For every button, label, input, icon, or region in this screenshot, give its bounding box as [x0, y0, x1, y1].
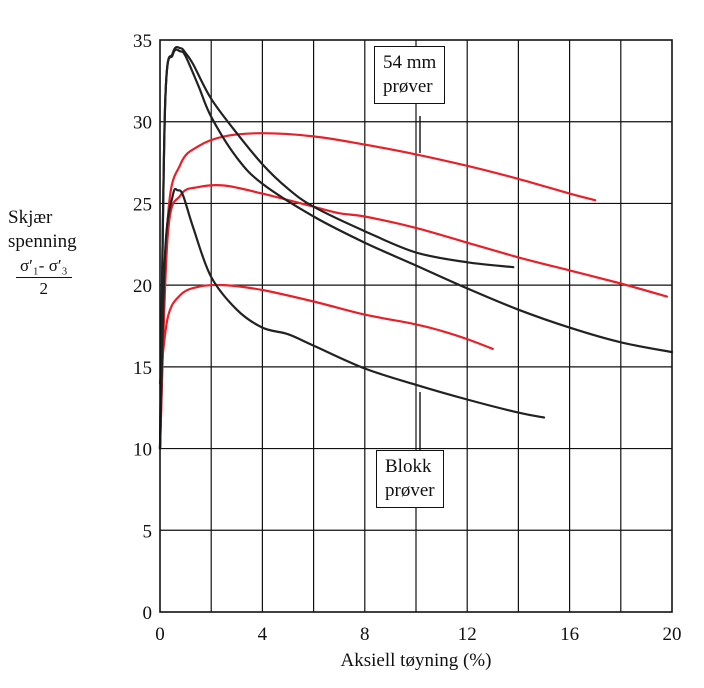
- series-line-3: [158, 283, 494, 385]
- x-tick-label: 20: [663, 624, 682, 645]
- plot-frame: [159, 39, 673, 613]
- y-axis-formula-numerator: σ′₁- σ′₃: [16, 256, 72, 278]
- series-line-4: [158, 45, 515, 450]
- annotation-block-samples: Blokk prøver: [376, 450, 444, 508]
- x-axis-label: Aksiell tøyning (%): [340, 650, 492, 671]
- y-tick-label: 20: [133, 276, 152, 297]
- y-axis-formula: σ′₁- σ′₃ 2: [16, 256, 72, 300]
- x-tick-label: 12: [458, 624, 477, 645]
- y-tick-label: 0: [143, 603, 153, 624]
- y-axis-formula-denominator: 2: [39, 279, 49, 298]
- x-tick-label: 8: [360, 624, 370, 645]
- annotation-54mm-line-1: 54 mm: [383, 52, 437, 73]
- y-tick-label: 25: [133, 194, 152, 215]
- y-tick-labels: 0 5 10 15 20 25 30 35: [133, 31, 152, 624]
- annotation-block-line-2: prøver: [385, 480, 435, 501]
- annotation-block-line-1: Blokk: [385, 456, 432, 477]
- y-tick-label: 10: [133, 440, 152, 461]
- x-tick-label: 4: [258, 624, 268, 645]
- y-tick-label: 5: [143, 521, 153, 542]
- x-tick-labels: 0 4 8 12 16 20: [155, 624, 681, 645]
- x-tick-label: 16: [560, 624, 579, 645]
- y-tick-label: 35: [133, 31, 152, 52]
- y-axis-label-line-1: Skjær: [8, 207, 53, 228]
- y-tick-label: 30: [133, 113, 152, 134]
- y-axis-label: Skjær spenning σ′₁- σ′₃ 2: [8, 206, 128, 301]
- grid-lines: [160, 40, 672, 612]
- y-axis-label-line-2: spenning: [8, 231, 77, 252]
- series-line-6: [158, 187, 546, 450]
- annotation-54mm-samples: 54 mm prøver: [374, 46, 446, 104]
- annotation-54mm-line-2: prøver: [383, 76, 433, 97]
- series-line-2: [158, 183, 668, 450]
- x-tick-label: 0: [155, 624, 165, 645]
- series-line-1: [158, 132, 597, 450]
- series-line-5: [158, 48, 674, 450]
- y-tick-label: 15: [133, 358, 152, 379]
- data-series: [158, 45, 674, 450]
